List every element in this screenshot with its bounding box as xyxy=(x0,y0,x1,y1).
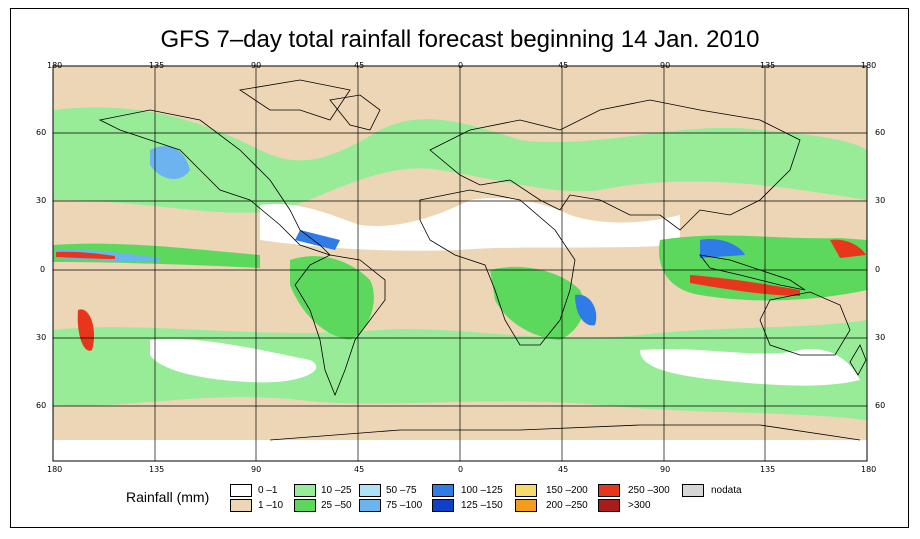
madagascar-core xyxy=(575,294,597,326)
legend-label: 250 –300 xyxy=(628,485,670,496)
legend-label: 75 –100 xyxy=(386,500,423,511)
legend-swatch xyxy=(359,484,381,497)
lat-label-left: 30 xyxy=(36,333,47,342)
north-subtropical-dry xyxy=(260,198,680,251)
legend-label: nodata xyxy=(711,485,742,496)
lon-label-top: 180 xyxy=(47,61,63,70)
figure-frame xyxy=(10,8,909,528)
lon-label-top: 180 xyxy=(861,61,877,70)
legend-label: 10 –25 xyxy=(321,485,352,496)
lat-label-left: 30 xyxy=(36,196,47,205)
legend-label: 100 –125 xyxy=(461,485,503,496)
legend-label: 25 –50 xyxy=(321,500,352,511)
map-title: GFS 7–day total rainfall forecast beginn… xyxy=(160,26,760,53)
indonesia-extreme-core xyxy=(690,275,800,296)
legend-swatch xyxy=(598,499,620,512)
legend-label: 1 –10 xyxy=(258,500,284,511)
lat-label-left: 60 xyxy=(36,401,47,410)
philippines-heavy-core xyxy=(700,239,745,258)
legend-swatch xyxy=(432,499,454,512)
lon-label-top: 45 xyxy=(558,61,569,70)
lon-label-bottom: 135 xyxy=(760,465,776,474)
africa-convection xyxy=(490,266,584,340)
lon-label-top: 90 xyxy=(660,61,671,70)
legend-label: >300 xyxy=(628,500,651,511)
amazon-convection xyxy=(290,256,374,340)
lon-label-top: 45 xyxy=(354,61,365,70)
lon-label-top: 135 xyxy=(149,61,165,70)
legend-label: 0 –1 xyxy=(258,485,278,496)
legend-label: 125 –150 xyxy=(461,500,503,511)
lon-label-top: 135 xyxy=(760,61,776,70)
lon-label-bottom: 180 xyxy=(861,465,877,474)
map-border xyxy=(52,65,868,462)
legend-swatch xyxy=(230,484,252,497)
legend-swatch xyxy=(515,499,537,512)
legend-title: Rainfall (mm) xyxy=(126,489,210,505)
legend-swatch xyxy=(682,484,704,497)
lat-label-right: 30 xyxy=(875,196,886,205)
legend-label: 200 –250 xyxy=(546,500,588,511)
lon-label-bottom: 0 xyxy=(458,465,464,474)
lat-label-right: 30 xyxy=(875,333,886,342)
legend-swatch xyxy=(359,499,381,512)
lon-label-top: 0 xyxy=(458,61,464,70)
lat-label-right: 60 xyxy=(875,401,886,410)
south-pacific-storm xyxy=(77,309,95,351)
legend-swatch xyxy=(294,484,316,497)
legend-swatch xyxy=(515,484,537,497)
graticule xyxy=(53,66,867,461)
lon-label-bottom: 90 xyxy=(251,465,262,474)
south-pacific-dry xyxy=(150,339,317,383)
pacific-extreme-core xyxy=(56,251,115,259)
lat-label-right: 60 xyxy=(875,128,886,137)
lon-label-top: 90 xyxy=(251,61,262,70)
south-pacific-core xyxy=(830,239,866,258)
lat-label-left: 60 xyxy=(36,128,47,137)
legend-label: 50 –75 xyxy=(386,485,417,496)
lat-label-right: 0 xyxy=(875,265,881,274)
coastlines xyxy=(98,79,867,441)
lon-label-bottom: 45 xyxy=(354,465,365,474)
legend-swatch xyxy=(294,499,316,512)
lon-label-bottom: 45 xyxy=(558,465,569,474)
lon-label-bottom: 90 xyxy=(660,465,671,474)
legend-swatch xyxy=(230,499,252,512)
north-pacific-heavy xyxy=(150,146,190,180)
itcz-pacific xyxy=(53,243,260,268)
south-indian-dry xyxy=(640,348,860,386)
lon-label-bottom: 135 xyxy=(149,465,165,474)
lat-label-left: 0 xyxy=(40,265,46,274)
legend-label: 150 –200 xyxy=(546,485,588,496)
legend-swatch xyxy=(598,484,620,497)
lon-label-bottom: 180 xyxy=(47,465,63,474)
legend-swatch xyxy=(432,484,454,497)
